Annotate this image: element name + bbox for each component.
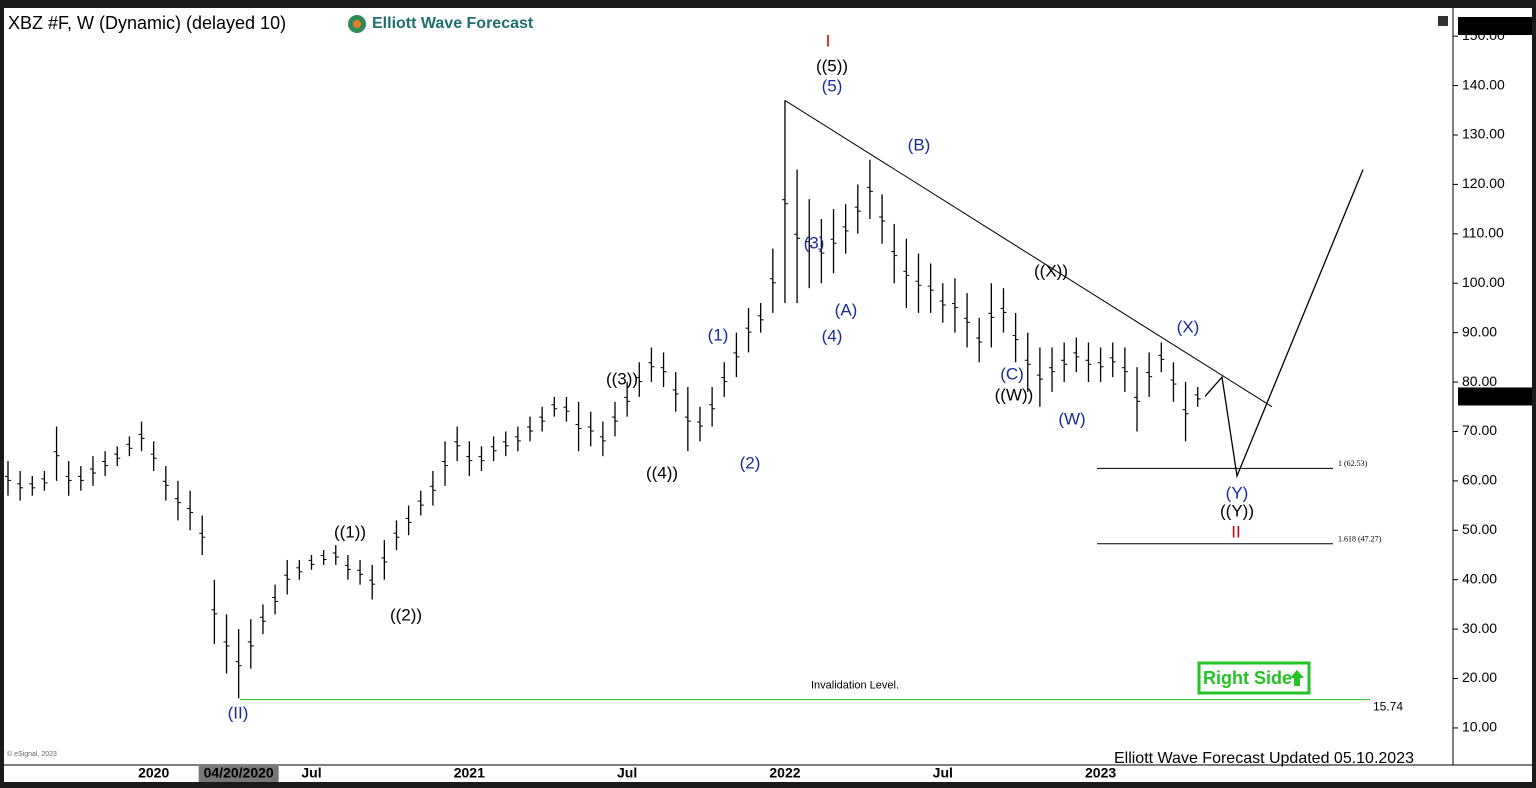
wave-label: (II)	[228, 703, 249, 722]
wave-label: (3)	[804, 233, 825, 252]
fib-label: 1.618 (47.27)	[1338, 535, 1382, 544]
chart-title: XBZ #F, W (Dynamic) (delayed 10)	[8, 13, 286, 33]
last-price-label: 77.08	[1464, 387, 1499, 403]
y-tick-label: 70.00	[1462, 422, 1497, 438]
wave-label: (4)	[822, 326, 843, 345]
axis-high-box	[1458, 17, 1532, 36]
y-tick-label: 90.00	[1462, 323, 1497, 339]
wave-label: (Y)	[1226, 483, 1249, 502]
wave-label: (C)	[1000, 364, 1024, 383]
wave-label: (1)	[708, 325, 729, 344]
y-tick-label: 40.00	[1462, 570, 1497, 586]
wave-label: (B)	[908, 135, 931, 154]
wave-label: ((3))	[606, 369, 638, 388]
y-tick-label: 100.00	[1462, 274, 1505, 290]
x-tick-label: 2020	[138, 765, 169, 781]
wave-label: (X)	[1177, 317, 1200, 336]
x-tick-label: 04/20/2020	[204, 765, 274, 781]
projection-path	[1204, 169, 1364, 479]
footer: Elliott Wave Forecast Updated 05.10.2023	[1114, 750, 1414, 767]
logo: Elliott Wave Forecast	[372, 15, 534, 32]
x-tick-label: 2021	[454, 765, 485, 781]
arrow-icon	[1290, 670, 1304, 686]
wave-label: (5)	[822, 76, 843, 95]
fib-label: 1 (62.53)	[1338, 459, 1368, 468]
axis-high-label: 152.05	[1464, 17, 1507, 33]
y-tick-label: 140.00	[1462, 76, 1505, 92]
wave-label: II	[1231, 522, 1240, 541]
y-tick-label: 60.00	[1462, 472, 1497, 488]
chart-background	[4, 8, 1532, 782]
y-tick-label: 110.00	[1462, 225, 1504, 241]
x-tick-label: Jul	[933, 765, 953, 781]
wave-label: ((X))	[1034, 261, 1068, 280]
wave-label: (W)	[1058, 409, 1085, 428]
y-tick-label: 20.00	[1462, 669, 1497, 685]
invalidation-label: Invalidation Level.	[811, 679, 899, 691]
y-tick-label: 120.00	[1462, 175, 1505, 191]
x-tick-label: Jul	[301, 765, 321, 781]
y-tick-label: 130.00	[1462, 126, 1505, 142]
last-price-box	[1458, 387, 1532, 406]
y-tick-label: 50.00	[1462, 521, 1497, 537]
button-label[interactable]: Right Side	[1203, 668, 1292, 688]
wave-label: ((4))	[646, 463, 678, 482]
wave-label: ((1))	[334, 522, 366, 541]
x-tick-label: 2023	[1085, 765, 1116, 781]
x-tick-label: Jul	[617, 765, 637, 781]
wave-label: ((2))	[390, 605, 422, 624]
icon[interactable]	[1438, 16, 1448, 26]
y-tick-label: 80.00	[1462, 373, 1497, 389]
y-tick-label: 30.00	[1462, 620, 1497, 636]
wave-label: ((5))	[816, 56, 848, 75]
invalidation-value: 15.74	[1373, 700, 1403, 714]
wave-label: ((Y))	[1220, 501, 1254, 520]
wave-label: I	[826, 31, 831, 50]
x-label-highlight	[198, 766, 279, 782]
x-tick-label: 2022	[769, 765, 800, 781]
trendline	[784, 99, 1273, 408]
wave-label: ((W))	[995, 385, 1034, 404]
copyright: © eSignal, 2023	[7, 750, 57, 758]
wave-label: (A)	[835, 300, 858, 319]
right-side-button[interactable]: Right Side	[1197, 661, 1311, 695]
wave-label: (2)	[740, 453, 761, 472]
logo-icon	[353, 20, 361, 28]
y-tick-label: 10.00	[1462, 719, 1497, 735]
